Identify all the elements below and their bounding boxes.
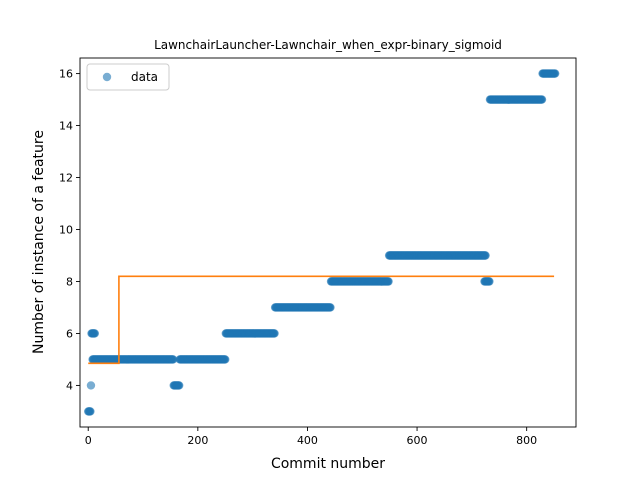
legend: data xyxy=(86,63,170,91)
y-tick-label: 12 xyxy=(59,172,73,185)
y-tick-label: 8 xyxy=(66,275,73,288)
data-point xyxy=(270,329,279,338)
fit-line xyxy=(88,275,555,365)
data-point xyxy=(90,329,100,338)
x-tick-label: 400 xyxy=(297,434,318,447)
y-tick-label: 4 xyxy=(66,379,73,392)
y-axis-label: Number of instance of a feature xyxy=(31,130,47,354)
plot-area xyxy=(84,69,560,416)
chart-title: LawnchairLauncher-Lawnchair_when_expr-bi… xyxy=(154,38,502,52)
data-point xyxy=(384,277,393,286)
data-point xyxy=(485,277,494,286)
data-point xyxy=(550,69,560,78)
x-tick-label: 0 xyxy=(85,434,92,447)
data-point xyxy=(175,381,184,390)
x-tick-label: 800 xyxy=(516,434,537,447)
data-point xyxy=(86,381,96,390)
x-axis-label: Commit number xyxy=(271,456,385,472)
x-tick-label: 200 xyxy=(187,434,208,447)
y-tick-label: 6 xyxy=(66,327,73,340)
y-tick-label: 16 xyxy=(59,68,73,81)
legend-marker xyxy=(102,72,112,82)
legend-box xyxy=(86,63,170,91)
y-tick-label: 14 xyxy=(59,120,73,133)
data-point xyxy=(326,303,335,312)
legend-label: data xyxy=(131,70,158,84)
data-point xyxy=(481,251,490,260)
y-tick-label: 10 xyxy=(59,224,73,237)
axes: 0 200 400 600 800 4 6 8 10 12 14 16 xyxy=(59,57,577,447)
data-point xyxy=(168,355,178,364)
axes-frame xyxy=(79,57,577,428)
data-point xyxy=(221,355,230,364)
data-point xyxy=(86,407,95,416)
data-point xyxy=(537,95,547,104)
x-tick-label: 600 xyxy=(407,434,428,447)
